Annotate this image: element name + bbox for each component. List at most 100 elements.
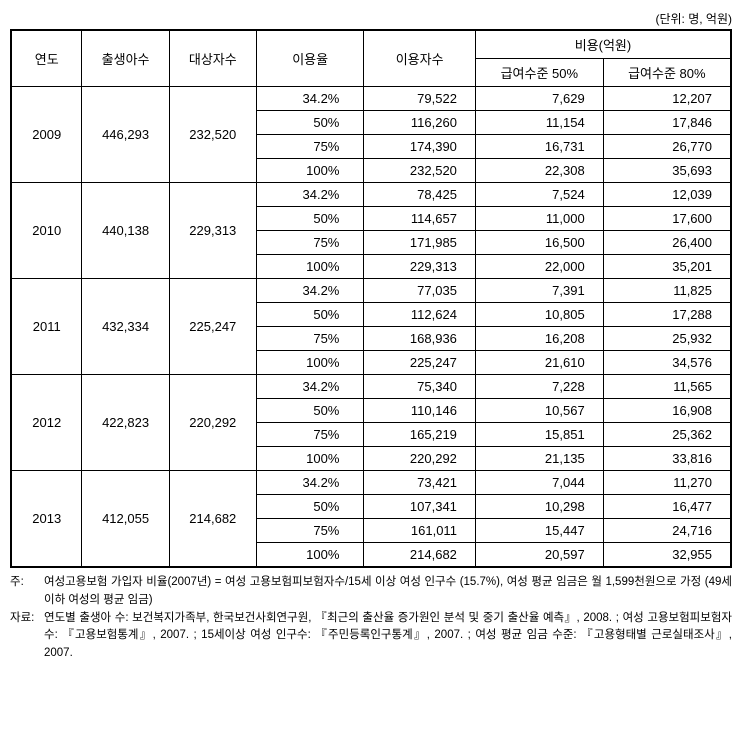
cell-cost-50: 16,731 <box>475 135 603 159</box>
cell-targets: 232,520 <box>169 87 256 183</box>
col-targets: 대상자수 <box>169 30 256 87</box>
cell-cost-80: 11,825 <box>603 279 731 303</box>
cell-rate: 75% <box>256 231 363 255</box>
cell-year: 2013 <box>11 471 82 568</box>
source-label: 자료: <box>10 610 44 663</box>
cell-users: 107,341 <box>364 495 476 519</box>
cell-cost-80: 16,908 <box>603 399 731 423</box>
cell-cost-50: 7,629 <box>475 87 603 111</box>
cell-users: 220,292 <box>364 447 476 471</box>
cell-targets: 214,682 <box>169 471 256 568</box>
cell-cost-50: 11,000 <box>475 207 603 231</box>
cell-cost-80: 32,955 <box>603 543 731 568</box>
cell-rate: 34.2% <box>256 471 363 495</box>
cell-cost-50: 15,447 <box>475 519 603 543</box>
cell-rate: 75% <box>256 519 363 543</box>
cell-rate: 100% <box>256 159 363 183</box>
col-users: 이용자수 <box>364 30 476 87</box>
cell-cost-80: 24,716 <box>603 519 731 543</box>
cell-cost-80: 16,477 <box>603 495 731 519</box>
cell-users: 171,985 <box>364 231 476 255</box>
cell-rate: 100% <box>256 543 363 568</box>
cell-year: 2011 <box>11 279 82 375</box>
cell-rate: 34.2% <box>256 183 363 207</box>
table-row: 2009446,293232,52034.2%79,5227,62912,207 <box>11 87 731 111</box>
col-usage-rate: 이용율 <box>256 30 363 87</box>
cell-cost-80: 12,039 <box>603 183 731 207</box>
cell-users: 174,390 <box>364 135 476 159</box>
cell-cost-80: 17,288 <box>603 303 731 327</box>
cell-cost-80: 26,400 <box>603 231 731 255</box>
cell-users: 112,624 <box>364 303 476 327</box>
cell-users: 79,522 <box>364 87 476 111</box>
cell-users: 75,340 <box>364 375 476 399</box>
cell-cost-80: 25,932 <box>603 327 731 351</box>
cell-cost-50: 20,597 <box>475 543 603 568</box>
cell-cost-80: 11,565 <box>603 375 731 399</box>
cell-rate: 50% <box>256 303 363 327</box>
cell-users: 214,682 <box>364 543 476 568</box>
col-cost-80: 급여수준 80% <box>603 59 731 87</box>
table-row: 2010440,138229,31334.2%78,4257,52412,039 <box>11 183 731 207</box>
cell-rate: 34.2% <box>256 87 363 111</box>
note-label: 주: <box>10 574 44 610</box>
cell-cost-50: 22,308 <box>475 159 603 183</box>
cell-cost-50: 7,228 <box>475 375 603 399</box>
cell-users: 168,936 <box>364 327 476 351</box>
cell-cost-80: 35,201 <box>603 255 731 279</box>
cell-cost-50: 10,805 <box>475 303 603 327</box>
cell-users: 161,011 <box>364 519 476 543</box>
cell-rate: 34.2% <box>256 279 363 303</box>
cell-cost-50: 7,044 <box>475 471 603 495</box>
cell-users: 110,146 <box>364 399 476 423</box>
cell-users: 225,247 <box>364 351 476 375</box>
cell-rate: 100% <box>256 255 363 279</box>
cell-rate: 75% <box>256 423 363 447</box>
cell-cost-80: 25,362 <box>603 423 731 447</box>
cell-year: 2010 <box>11 183 82 279</box>
cell-cost-50: 16,208 <box>475 327 603 351</box>
cell-cost-80: 26,770 <box>603 135 731 159</box>
cell-rate: 50% <box>256 399 363 423</box>
cell-year: 2012 <box>11 375 82 471</box>
cell-users: 116,260 <box>364 111 476 135</box>
col-year: 연도 <box>11 30 82 87</box>
cell-targets: 229,313 <box>169 183 256 279</box>
table-row: 2013412,055214,68234.2%73,4217,04411,270 <box>11 471 731 495</box>
cell-rate: 100% <box>256 351 363 375</box>
cell-targets: 220,292 <box>169 375 256 471</box>
cell-rate: 100% <box>256 447 363 471</box>
cell-users: 78,425 <box>364 183 476 207</box>
source-text: 연도별 출생아 수: 보건복지가족부, 한국보건사회연구원, 『최근의 출산율 … <box>44 610 732 663</box>
cell-births: 432,334 <box>82 279 169 375</box>
cell-cost-80: 11,270 <box>603 471 731 495</box>
col-births: 출생아수 <box>82 30 169 87</box>
cell-users: 77,035 <box>364 279 476 303</box>
cell-rate: 50% <box>256 495 363 519</box>
cell-cost-80: 12,207 <box>603 87 731 111</box>
data-table: 연도 출생아수 대상자수 이용율 이용자수 비용(억원) 급여수준 50% 급여… <box>10 29 732 568</box>
cell-births: 440,138 <box>82 183 169 279</box>
cell-cost-80: 34,576 <box>603 351 731 375</box>
cell-rate: 75% <box>256 327 363 351</box>
cell-rate: 34.2% <box>256 375 363 399</box>
table-row: 2011432,334225,24734.2%77,0357,39111,825 <box>11 279 731 303</box>
cell-rate: 50% <box>256 111 363 135</box>
cell-births: 422,823 <box>82 375 169 471</box>
cell-cost-80: 17,846 <box>603 111 731 135</box>
cell-cost-50: 10,567 <box>475 399 603 423</box>
footnotes: 주: 여성고용보험 가입자 비율(2007년) = 여성 고용보험피보험자수/1… <box>10 574 732 663</box>
note-text: 여성고용보험 가입자 비율(2007년) = 여성 고용보험피보험자수/15세 … <box>44 574 732 610</box>
cell-users: 114,657 <box>364 207 476 231</box>
cell-cost-50: 7,524 <box>475 183 603 207</box>
col-cost-group: 비용(억원) <box>475 30 731 59</box>
cell-cost-50: 7,391 <box>475 279 603 303</box>
cell-targets: 225,247 <box>169 279 256 375</box>
cell-cost-50: 21,610 <box>475 351 603 375</box>
cell-cost-50: 11,154 <box>475 111 603 135</box>
table-body: 2009446,293232,52034.2%79,5227,62912,207… <box>11 87 731 568</box>
cell-users: 73,421 <box>364 471 476 495</box>
unit-label: (단위: 명, 억원) <box>10 10 732 27</box>
cell-year: 2009 <box>11 87 82 183</box>
cell-rate: 75% <box>256 135 363 159</box>
